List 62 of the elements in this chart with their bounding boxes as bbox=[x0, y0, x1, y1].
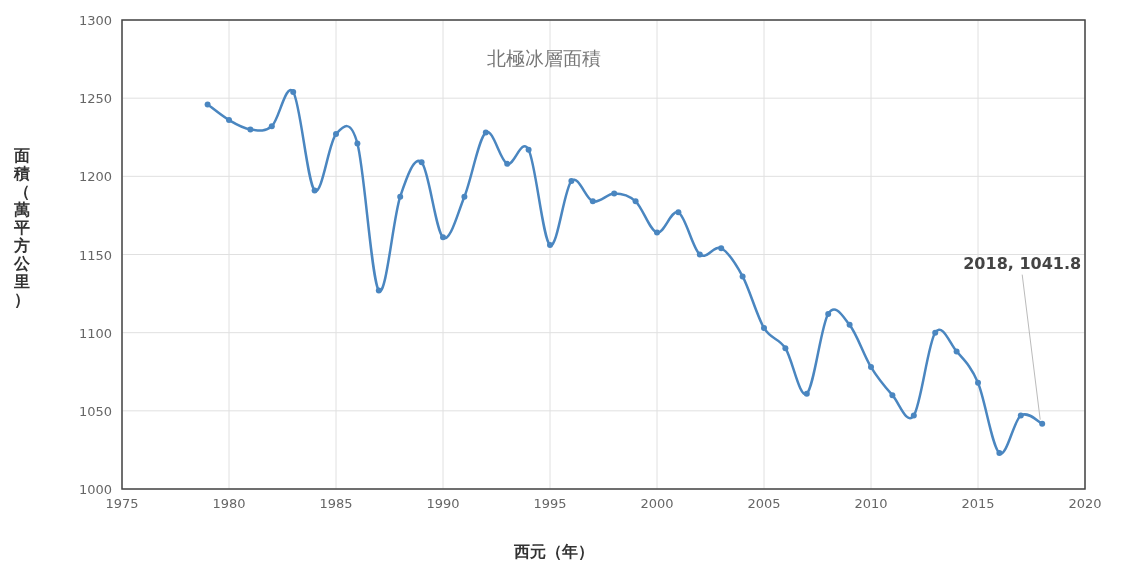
point bbox=[504, 160, 511, 167]
x-tick-label: 2000 bbox=[640, 496, 674, 511]
point bbox=[461, 193, 468, 200]
x-tick-label: 2020 bbox=[1068, 496, 1102, 511]
point bbox=[782, 345, 789, 352]
point bbox=[375, 287, 382, 294]
point bbox=[290, 88, 297, 95]
point bbox=[204, 101, 211, 108]
y-tick-label: 1250 bbox=[78, 91, 112, 107]
point bbox=[440, 234, 446, 241]
y-tick-label: 1200 bbox=[78, 169, 112, 185]
point bbox=[333, 131, 339, 138]
x-tick-label: 1975 bbox=[105, 496, 139, 511]
point bbox=[996, 450, 1003, 457]
point bbox=[568, 178, 575, 185]
text: 北極冰層面積 bbox=[486, 47, 601, 69]
point bbox=[547, 242, 553, 249]
point bbox=[675, 209, 682, 216]
point bbox=[868, 364, 874, 371]
x-tick-label: 1985 bbox=[319, 496, 353, 511]
point bbox=[889, 392, 896, 399]
annotation: 2018, 1041.8 bbox=[963, 253, 1082, 273]
point bbox=[932, 329, 939, 336]
text: 面積（萬平方公里） bbox=[14, 146, 30, 309]
point bbox=[611, 190, 618, 197]
point bbox=[654, 229, 660, 236]
point bbox=[268, 123, 275, 130]
point bbox=[418, 159, 425, 166]
annotation-leader: 2018, 1041.8 bbox=[963, 253, 1082, 421]
point bbox=[397, 193, 404, 200]
point bbox=[739, 273, 746, 280]
y-tick-label: 1050 bbox=[78, 403, 112, 419]
point bbox=[910, 412, 917, 419]
y-tick-label: 1300 bbox=[78, 13, 112, 28]
y-tick-label: 1100 bbox=[78, 325, 112, 341]
x-axis-title: 西元（年） bbox=[512, 542, 594, 561]
x-tick-label: 1990 bbox=[426, 496, 460, 511]
point bbox=[226, 117, 232, 124]
point bbox=[632, 198, 639, 205]
point bbox=[718, 245, 725, 252]
point bbox=[761, 324, 767, 331]
point bbox=[975, 379, 981, 386]
x-tick-label: 2005 bbox=[747, 496, 781, 511]
x-tick-label: 1980 bbox=[212, 496, 246, 511]
point bbox=[525, 146, 532, 153]
point bbox=[803, 390, 810, 397]
point bbox=[846, 321, 853, 328]
x-tick-label: 2010 bbox=[854, 496, 888, 511]
point bbox=[247, 126, 254, 133]
point bbox=[482, 129, 489, 136]
point bbox=[354, 140, 361, 147]
point bbox=[825, 310, 832, 317]
point bbox=[953, 348, 960, 355]
y-tick-label: 1150 bbox=[78, 247, 112, 263]
point bbox=[696, 251, 703, 258]
x-tick-label: 1995 bbox=[533, 496, 567, 511]
point bbox=[311, 187, 318, 194]
point bbox=[589, 198, 596, 205]
point bbox=[1039, 420, 1046, 427]
point bbox=[1017, 412, 1024, 419]
y-tick-label: 1000 bbox=[78, 482, 112, 497]
x-tick-label: 2015 bbox=[961, 496, 995, 511]
